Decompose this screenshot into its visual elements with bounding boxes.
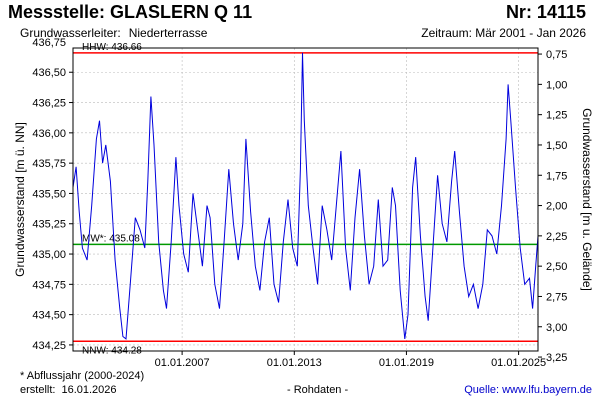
y-tick-label: 435,00	[32, 249, 66, 261]
chart-series	[72, 52, 539, 340]
x-tick-label: 01.01.2025	[491, 357, 546, 369]
y2-tick-label: 1,00	[546, 79, 567, 91]
y2-tick-label: 2,00	[546, 201, 567, 213]
y-tick-label: 435,50	[32, 188, 66, 200]
y2-tick-label: 2,25	[546, 231, 567, 243]
y-tick-label: 434,75	[32, 279, 66, 291]
y2-tick-label: 1,75	[546, 170, 567, 182]
created-date: 16.01.2026	[61, 384, 117, 396]
footnote: * Abflussjahr (2000-2024)	[20, 370, 145, 382]
y2-tick-label: 1,25	[546, 110, 567, 122]
y-tick-label: 436,00	[32, 128, 66, 140]
y2-tick-label: 2,50	[546, 261, 567, 273]
plot-frame	[72, 47, 539, 352]
created-label: erstellt:	[20, 384, 56, 396]
reference-label-hhw: HHW: 436.66	[82, 42, 142, 53]
x-tick-label: 01.01.2013	[267, 357, 322, 369]
groundwater-level-line	[72, 52, 539, 340]
aquifer-value: Niederterrasse	[128, 26, 208, 40]
y-tick-label: 434,25	[32, 340, 66, 352]
station-number: Nr: 14115	[505, 2, 586, 22]
aquifer-label: Grundwasserleiter:	[20, 26, 121, 40]
x-axis-ticks: 01.01.2007 01.01.2013 01.01.2019 01.01.2025	[155, 351, 546, 369]
y-axis-ticks: 434,25 434,50 434,75 435,00 435,25 435,50 435,…	[32, 37, 73, 352]
raw-data-note: - Rohdaten -	[287, 384, 349, 396]
y2-tick-label: 2,75	[546, 291, 567, 303]
period-info: Zeitraum: Mär 2001 - Jan 2026	[421, 26, 586, 40]
y-tick-label: 436,50	[32, 67, 66, 79]
y2-tick-label: 1,50	[546, 140, 567, 152]
reference-label-mw: MW*: 435.08	[82, 233, 140, 244]
y2-axis-label: Grundwasserstand [m u. Gelände]	[580, 108, 594, 291]
y-tick-label: 434,50	[32, 310, 66, 322]
x-tick-label: 01.01.2019	[379, 357, 434, 369]
y-tick-label: 435,25	[32, 219, 66, 231]
y2-tick-label: 3,25	[546, 352, 567, 364]
y2-axis-ticks: 0,75 1,00 1,25 1,50 1,75 2,00 2,25 2,50 2,75 3,00…	[538, 49, 567, 364]
station-title: Messstelle: GLASLERN Q 11	[8, 2, 253, 22]
x-tick-label: 01.01.2007	[155, 357, 210, 369]
created-info: erstellt: 16.01.2026	[20, 384, 117, 396]
chart-grid	[73, 48, 538, 351]
y2-tick-label: 0,75	[546, 49, 567, 61]
source-link[interactable]: Quelle: www.lfu.bayern.de	[464, 384, 592, 396]
y-tick-label: 435,75	[32, 158, 66, 170]
y-tick-label: 436,75	[32, 37, 66, 49]
y-axis-label: Grundwasserstand [m ü. NN]	[13, 122, 27, 277]
aquifer-info: Grundwasserleiter: Niederterrasse	[20, 26, 207, 40]
y2-tick-label: 3,00	[546, 322, 567, 334]
y-tick-label: 436,25	[32, 98, 66, 110]
